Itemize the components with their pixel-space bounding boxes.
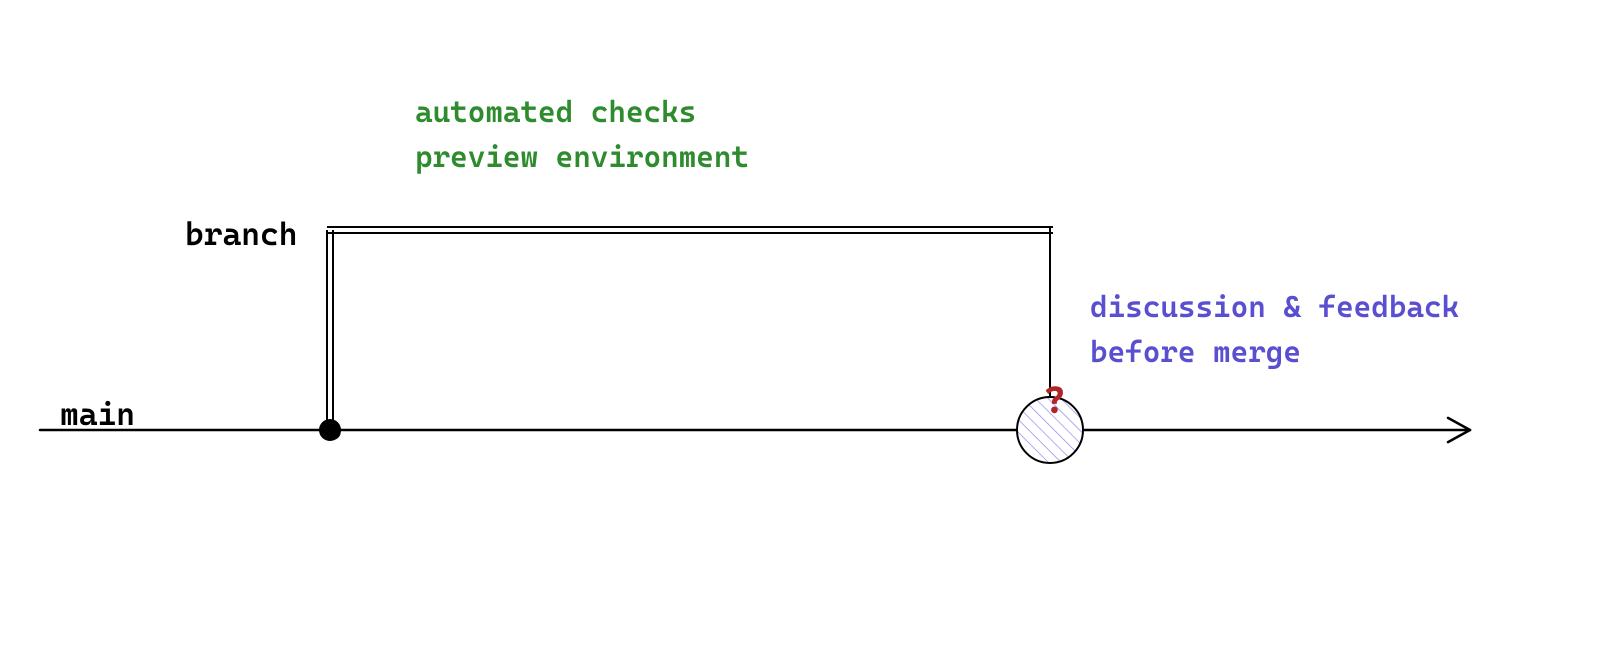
checks-line1: automated checks: [415, 95, 696, 130]
checks-line2: preview environment: [415, 140, 749, 175]
main-label: main: [60, 395, 135, 433]
review-line2: before merge: [1090, 335, 1301, 370]
question-mark: ?: [1044, 378, 1066, 422]
review-line1: discussion & feedback: [1090, 290, 1459, 325]
branch-label: branch: [185, 215, 298, 253]
